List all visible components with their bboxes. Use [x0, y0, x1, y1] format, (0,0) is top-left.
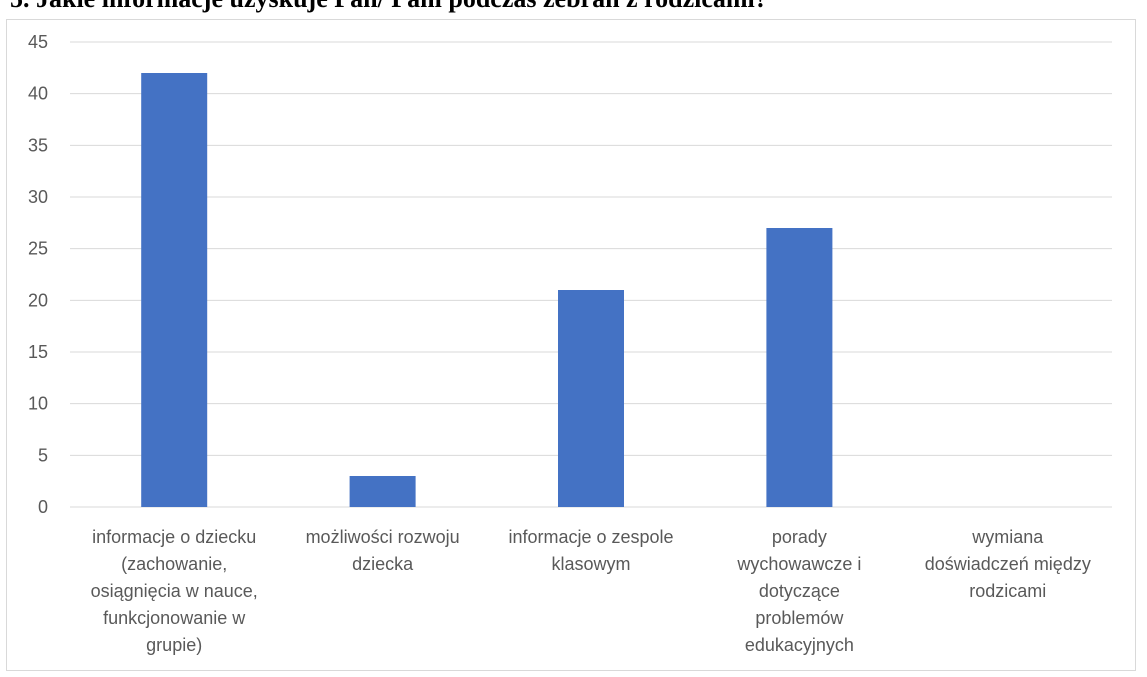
y-tick-label: 0 — [38, 497, 48, 517]
bar — [766, 228, 833, 507]
y-tick-label: 10 — [28, 394, 48, 414]
y-tick-label: 25 — [28, 239, 48, 259]
y-tick-label: 5 — [38, 445, 48, 465]
bar — [349, 476, 416, 507]
x-category-label: możliwości rozwoju dziecka — [306, 527, 460, 574]
y-tick-label: 45 — [28, 32, 48, 52]
bar — [558, 290, 624, 507]
x-category-label: informacje o dziecku (zachowanie, osiągnię… — [91, 527, 258, 655]
y-tick-label: 30 — [28, 187, 48, 207]
bar — [141, 73, 208, 507]
y-tick-label: 40 — [28, 84, 48, 104]
y-tick-label: 15 — [28, 342, 48, 362]
y-tick-label: 20 — [28, 290, 48, 310]
x-category-label: porady wychowawcze i dotyczące problemów edu… — [736, 527, 861, 655]
x-category-label: informacje o zespole klasowym — [508, 527, 673, 574]
y-tick-label: 35 — [28, 135, 48, 155]
x-category-label: wymiana doświadczeń między rodzicami — [925, 527, 1091, 601]
question-heading: 5. Jakie informacje uzyskuje Pan/ Pani p… — [10, 0, 768, 14]
